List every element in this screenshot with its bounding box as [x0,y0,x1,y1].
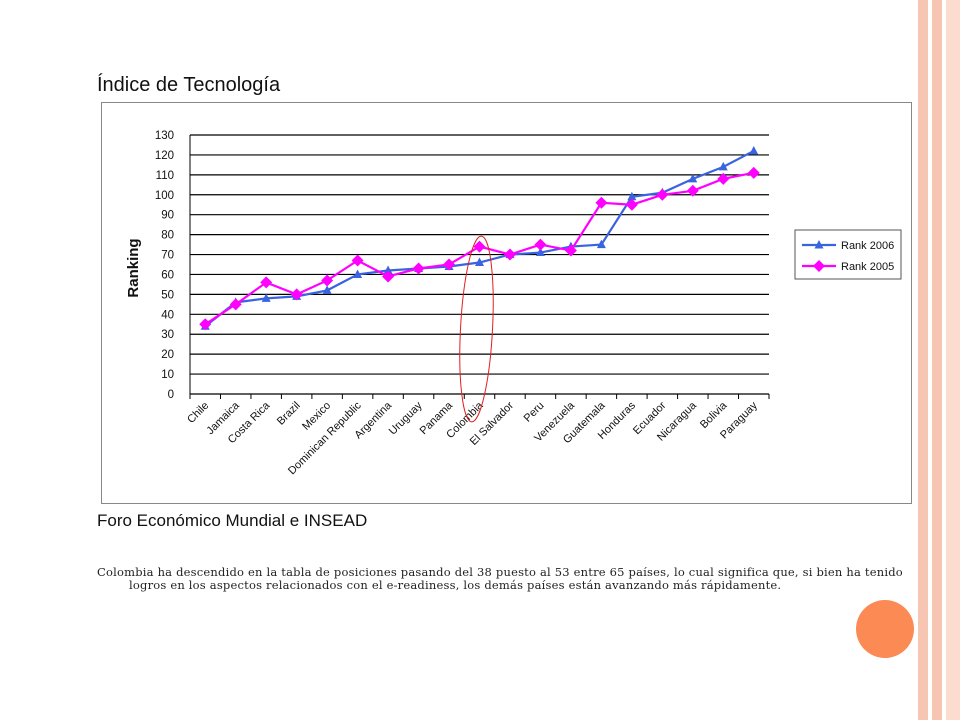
y-tick-label: 60 [161,269,174,281]
right-decorative-border [918,0,960,720]
data-point-marker [503,248,516,261]
data-point-marker [321,274,334,287]
data-point-marker [656,188,669,201]
data-point-marker [747,166,760,179]
data-point-marker [564,244,577,257]
body-paragraph: Colombia ha descendido en la tabla de po… [97,566,917,591]
data-point-marker [260,276,273,289]
data-point-marker [595,196,608,209]
legend-label: Rank 2005 [841,261,894,273]
border-stripe-outer [918,0,928,720]
legend-marker [814,240,824,249]
x-tick-label: Uruguay [387,399,425,437]
legend-box [794,229,902,280]
data-point-marker [199,318,212,331]
data-point-marker [627,191,637,201]
data-point-marker [322,285,332,294]
y-tick-label: 110 [156,170,174,182]
y-tick-label: 90 [161,210,174,222]
data-point-marker [229,298,242,311]
data-point-marker [473,240,486,253]
data-point-marker [443,258,456,271]
body-text: Colombia ha descendido en la tabla de po… [97,565,903,592]
decorative-orange-circle [856,600,914,658]
chart-legend: Rank 2006 Rank 2005 [794,229,902,280]
series-rank-2006 [200,145,759,330]
y-tick-label: 130 [155,130,174,142]
x-tick-label: Chile [185,400,211,426]
data-point-marker [382,270,395,283]
data-point-marker [383,265,393,274]
data-point-marker [535,247,545,257]
chart-grid [189,134,770,399]
chart-series [199,145,760,331]
y-tick-label: 20 [161,349,174,361]
border-stripe-middle [932,0,942,720]
y-tick-label: 10 [161,369,174,381]
data-point-marker [596,239,606,249]
y-tick-label: 0 [168,389,174,401]
y-tick-labels: 0 10 20 30 40 50 60 70 80 90 100 110 120 130 [155,130,174,401]
legend-marker [813,260,825,272]
y-tick-label: 80 [161,230,174,242]
data-point-marker [686,184,699,197]
series-line [204,149,755,328]
data-point-marker [534,238,547,251]
data-point-marker [353,269,363,278]
y-tick-label: 30 [161,329,174,341]
data-point-marker [688,173,698,183]
data-point-marker [290,288,303,301]
y-tick-label: 100 [155,190,174,202]
data-point-marker [261,293,271,302]
series-rank-2005 [199,166,760,331]
x-tick-label: Peru [522,400,547,425]
y-tick-label: 120 [155,150,174,162]
border-stripe-inner [946,0,960,720]
source-caption: Foro Económico Mundial e INSEAD [97,511,368,530]
y-tick-label: 40 [161,309,174,321]
slide-title: Índice de Tecnología [97,74,281,96]
data-point-marker [351,254,364,267]
y-tick-label: 70 [161,250,174,262]
colombia-highlight-ellipse [459,235,494,423]
data-point-marker [412,262,425,275]
data-point-marker [717,172,730,185]
chart-frame: 0 10 20 30 40 50 60 70 80 90 100 110 120 130 Ranking … [101,102,912,504]
data-point-marker [749,145,759,155]
legend-label: Rank 2006 [841,240,894,252]
y-axis-label: Ranking [125,238,142,297]
data-point-marker [625,198,638,211]
x-tick-label: Brazil [275,400,303,428]
data-point-marker [475,257,484,267]
y-tick-label: 50 [161,289,174,301]
data-point-marker [718,161,728,171]
